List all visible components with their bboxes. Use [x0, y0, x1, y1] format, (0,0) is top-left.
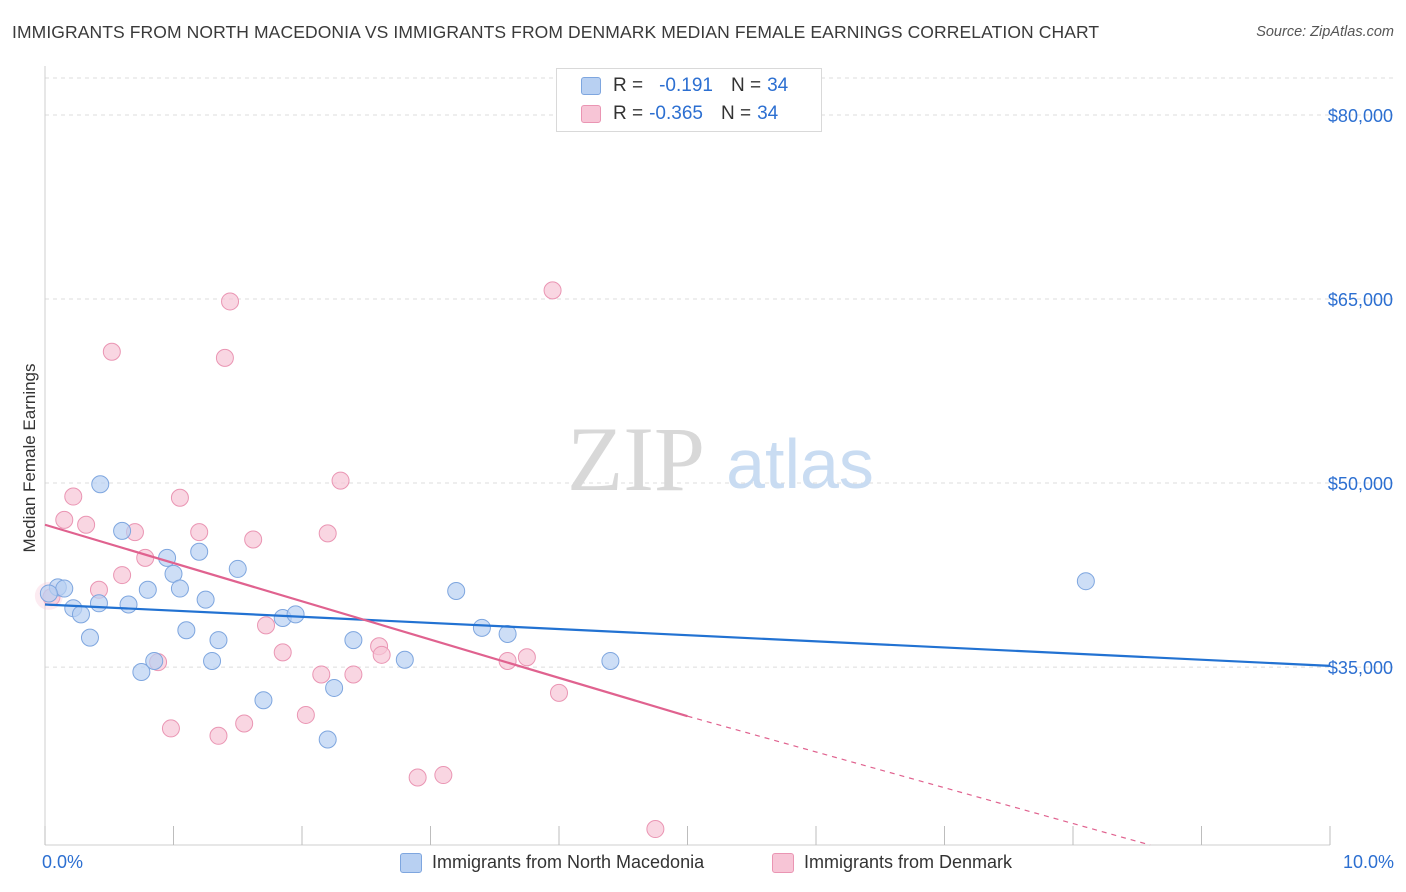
point-north-macedonia — [80, 628, 99, 647]
point-denmark — [550, 683, 568, 702]
blue-swatch — [400, 852, 422, 873]
watermark-atlas: atlas — [726, 425, 874, 503]
legend-label: Immigrants from North Macedonia — [432, 852, 705, 872]
legend-item-north-macedonia: Immigrants from North Macedonia — [400, 852, 704, 873]
point-denmark — [161, 719, 180, 738]
point-denmark — [331, 471, 350, 490]
point-denmark — [77, 515, 96, 534]
point-north-macedonia — [170, 579, 189, 598]
point-north-macedonia — [113, 521, 132, 540]
gridlines — [45, 77, 1395, 668]
point-north-macedonia — [203, 651, 222, 670]
point-denmark — [244, 530, 263, 549]
point-north-macedonia — [39, 584, 58, 603]
point-denmark — [113, 566, 132, 585]
legend-item-denmark: Immigrants from Denmark — [772, 852, 1012, 873]
r-label: R = — [613, 103, 644, 124]
point-north-macedonia — [89, 594, 108, 613]
point-north-macedonia — [318, 730, 337, 749]
legend-label: Immigrants from Denmark — [804, 852, 1013, 872]
legend-row-denmark: R = -0.365 N = 34 — [581, 103, 778, 125]
point-north-macedonia — [138, 580, 157, 599]
r-value: -0.191 — [659, 75, 713, 96]
n-value: 34 — [757, 103, 779, 124]
point-north-macedonia — [209, 631, 228, 650]
point-denmark — [434, 766, 453, 785]
source-label: Source: ZipAtlas.com — [1256, 24, 1394, 40]
trend-line-denmark-extension — [687, 715, 1151, 846]
point-north-macedonia — [498, 624, 517, 643]
n-label: N = — [730, 75, 762, 96]
series-denmark-points — [34, 281, 665, 839]
y-tick-label-65000: $65,000 — [1328, 290, 1393, 310]
point-north-macedonia — [1076, 572, 1095, 591]
pink-swatch — [772, 852, 794, 873]
point-north-macedonia — [190, 542, 209, 561]
point-north-macedonia — [132, 662, 151, 681]
point-denmark — [102, 342, 121, 361]
blue-swatch — [581, 77, 601, 95]
point-denmark — [344, 665, 363, 684]
point-north-macedonia — [91, 475, 110, 494]
y-tick-label-80000: $80,000 — [1328, 106, 1393, 126]
watermark-zip: ZIP — [567, 408, 705, 510]
y-tick-label-35000: $35,000 — [1328, 658, 1393, 678]
point-denmark — [221, 292, 240, 311]
r-value: -0.365 — [649, 103, 703, 124]
y-tick-labels: $35,000 $50,000 $65,000 $80,000 — [1328, 106, 1393, 678]
n-label: N = — [720, 103, 752, 124]
n-value: 34 — [767, 75, 789, 96]
point-north-macedonia — [177, 621, 196, 640]
point-north-macedonia — [55, 579, 74, 598]
point-north-macedonia — [119, 595, 138, 614]
point-north-macedonia — [254, 691, 273, 710]
point-denmark — [257, 616, 276, 635]
point-denmark — [372, 645, 391, 664]
point-denmark — [190, 523, 209, 542]
point-denmark — [318, 524, 337, 543]
x-tick-label-min: 0.0% — [42, 852, 84, 872]
point-denmark — [312, 665, 331, 684]
point-denmark — [235, 714, 254, 733]
point-denmark — [273, 643, 292, 662]
point-north-macedonia — [601, 651, 620, 670]
point-north-macedonia — [325, 678, 344, 697]
point-north-macedonia — [196, 590, 215, 609]
point-denmark — [64, 487, 83, 506]
point-north-macedonia — [344, 631, 363, 650]
point-denmark — [209, 726, 228, 745]
point-north-macedonia — [286, 605, 305, 624]
point-denmark — [55, 510, 74, 529]
point-denmark — [517, 648, 536, 667]
trend-line-north-macedonia — [44, 603, 1331, 667]
point-north-macedonia — [395, 650, 414, 669]
axes — [44, 66, 1331, 846]
correlation-legend: R = -0.191 N = 34 R = -0.365 N = 34 — [556, 68, 822, 132]
legend-row-north-macedonia: R = -0.191 N = 34 — [581, 75, 788, 97]
point-denmark — [170, 488, 189, 507]
point-north-macedonia — [447, 582, 466, 601]
point-denmark — [296, 705, 315, 724]
point-north-macedonia — [228, 559, 247, 578]
x-tick-label-max: 10.0% — [1342, 852, 1394, 872]
chart-title: IMMIGRANTS FROM NORTH MACEDONIA VS IMMIG… — [12, 22, 1100, 42]
point-north-macedonia — [472, 618, 491, 637]
watermark: ZIP atlas — [567, 408, 874, 510]
y-tick-label-50000: $50,000 — [1328, 474, 1393, 494]
series-north-macedonia-points — [39, 475, 1095, 749]
r-label: R = — [613, 75, 644, 96]
point-denmark — [215, 348, 234, 367]
y-axis-label: Median Female Earnings — [20, 364, 39, 553]
point-north-macedonia — [145, 651, 164, 670]
point-denmark — [543, 281, 562, 300]
trend-line-denmark — [44, 523, 688, 718]
point-denmark — [408, 768, 427, 787]
pink-swatch — [581, 105, 601, 123]
point-denmark — [646, 820, 665, 839]
point-north-macedonia — [71, 605, 90, 624]
trend-lines — [44, 523, 1331, 846]
